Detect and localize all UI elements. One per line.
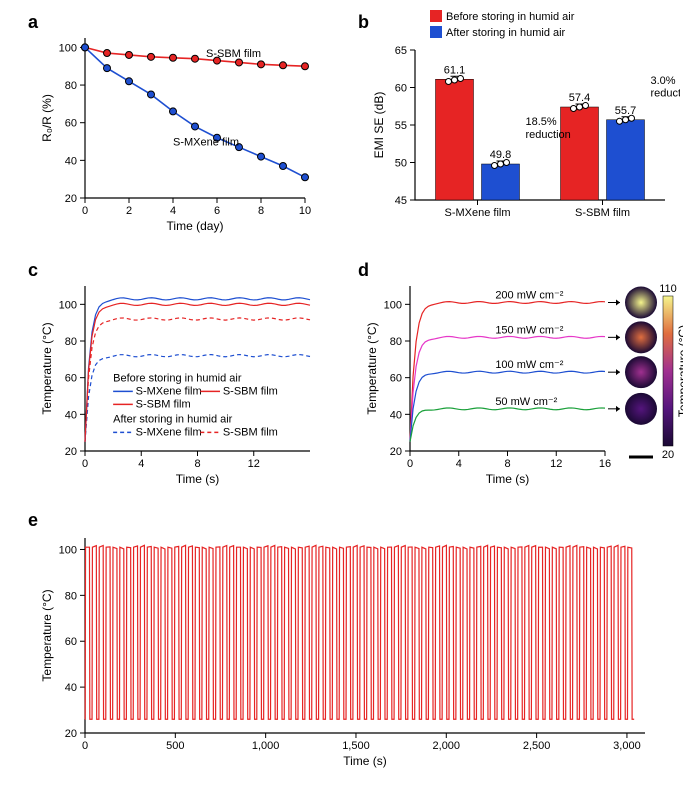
svg-text:2,500: 2,500 [523, 740, 551, 752]
svg-text:reduction: reduction [651, 88, 681, 100]
svg-text:200 mW cm⁻²: 200 mW cm⁻² [495, 290, 563, 302]
svg-text:60: 60 [395, 83, 407, 95]
svg-text:Time (s): Time (s) [486, 472, 530, 486]
svg-text:S-SBM film: S-SBM film [575, 207, 630, 219]
svg-text:60: 60 [65, 636, 77, 648]
chart-a: 0 2 4 6 8 10 20 40 60 80 100 Time (day) R₀/R (%) S-SB… [30, 30, 330, 240]
svg-text:40: 40 [65, 682, 77, 694]
svg-text:80: 80 [65, 80, 77, 92]
svg-text:57.4: 57.4 [569, 92, 590, 104]
svg-text:3,000: 3,000 [613, 740, 641, 752]
svg-text:16: 16 [599, 458, 611, 470]
svg-text:S-SBM film: S-SBM film [223, 385, 278, 397]
svg-text:49.8: 49.8 [490, 149, 511, 161]
svg-text:40: 40 [390, 409, 402, 421]
svg-text:10: 10 [299, 205, 311, 217]
chart-d: 0 4 8 12 16 20 40 60 80 100 Time (s) Temperature (°… [358, 278, 683, 493]
svg-text:100: 100 [384, 299, 402, 311]
svg-text:1,500: 1,500 [342, 740, 370, 752]
svg-text:12: 12 [248, 458, 260, 470]
svg-text:100: 100 [59, 544, 77, 556]
svg-text:500: 500 [166, 740, 184, 752]
svg-text:After storing in humid air: After storing in humid air [113, 413, 233, 425]
svg-text:R₀/R (%): R₀/R (%) [40, 94, 54, 142]
svg-text:20: 20 [65, 193, 77, 205]
svg-text:S-MXene film: S-MXene film [136, 426, 202, 438]
svg-text:20: 20 [390, 446, 402, 458]
svg-text:55.7: 55.7 [615, 105, 636, 117]
svg-text:61.1: 61.1 [444, 64, 465, 76]
svg-text:0: 0 [82, 740, 88, 752]
svg-text:20: 20 [65, 446, 77, 458]
svg-text:S-MXene film: S-MXene film [173, 136, 239, 148]
svg-text:18.5%: 18.5% [526, 116, 557, 128]
svg-text:4: 4 [456, 458, 462, 470]
svg-text:EMI SE (dB): EMI SE (dB) [372, 92, 386, 159]
svg-text:reduction: reduction [526, 129, 571, 141]
svg-text:Temperature (°C): Temperature (°C) [40, 322, 54, 414]
svg-text:3.0%: 3.0% [651, 75, 676, 87]
svg-text:50 mW cm⁻²: 50 mW cm⁻² [495, 396, 557, 408]
svg-text:65: 65 [395, 45, 407, 57]
svg-text:20: 20 [65, 728, 77, 740]
svg-text:Time (s): Time (s) [343, 754, 387, 768]
svg-text:40: 40 [65, 155, 77, 167]
svg-text:80: 80 [65, 590, 77, 602]
svg-text:Time (day): Time (day) [167, 219, 224, 233]
svg-text:4: 4 [170, 205, 176, 217]
svg-text:1,000: 1,000 [252, 740, 280, 752]
svg-text:8: 8 [258, 205, 264, 217]
chart-b: Before storing in humid air After storing… [360, 8, 680, 240]
svg-text:Temperature (°C): Temperature (°C) [365, 322, 379, 414]
svg-text:S-MXene film: S-MXene film [136, 385, 202, 397]
svg-text:20: 20 [662, 449, 674, 461]
svg-text:60: 60 [65, 373, 77, 385]
chart-c: 0 4 8 12 20 40 60 80 100 Time (s) Temperature (°C)… [30, 278, 330, 493]
svg-text:60: 60 [65, 118, 77, 130]
svg-text:S-SBM film: S-SBM film [223, 426, 278, 438]
svg-text:Temperature (°C): Temperature (°C) [676, 325, 683, 417]
svg-text:45: 45 [395, 195, 407, 207]
svg-text:After storing in humid air: After storing in humid air [446, 27, 566, 39]
svg-text:6: 6 [214, 205, 220, 217]
svg-text:S-MXene film: S-MXene film [444, 207, 510, 219]
svg-text:0: 0 [82, 458, 88, 470]
svg-text:Before storing in humid air: Before storing in humid air [113, 372, 242, 384]
svg-text:0: 0 [82, 205, 88, 217]
svg-text:40: 40 [65, 409, 77, 421]
svg-text:2: 2 [126, 205, 132, 217]
svg-text:50: 50 [395, 158, 407, 170]
svg-text:S-SBM film: S-SBM film [136, 398, 191, 410]
svg-text:110: 110 [659, 283, 677, 295]
chart-e: 0 500 1,000 1,500 2,000 2,500 3,000 20 40 60 80 100… [30, 528, 665, 778]
svg-text:100: 100 [59, 299, 77, 311]
svg-text:Temperature (°C): Temperature (°C) [40, 589, 54, 681]
svg-text:8: 8 [504, 458, 510, 470]
svg-text:S-SBM film: S-SBM film [206, 48, 261, 60]
svg-text:12: 12 [550, 458, 562, 470]
svg-text:80: 80 [390, 336, 402, 348]
svg-text:2,000: 2,000 [433, 740, 461, 752]
svg-text:150 mW cm⁻²: 150 mW cm⁻² [495, 324, 563, 336]
svg-text:0: 0 [407, 458, 413, 470]
svg-text:100: 100 [59, 42, 77, 54]
svg-text:55: 55 [395, 120, 407, 132]
svg-text:8: 8 [194, 458, 200, 470]
svg-text:60: 60 [390, 373, 402, 385]
svg-text:Time (s): Time (s) [176, 472, 220, 486]
svg-text:Before storing in humid air: Before storing in humid air [446, 11, 575, 23]
svg-text:4: 4 [138, 458, 144, 470]
svg-text:80: 80 [65, 336, 77, 348]
svg-text:100 mW cm⁻²: 100 mW cm⁻² [495, 359, 563, 371]
